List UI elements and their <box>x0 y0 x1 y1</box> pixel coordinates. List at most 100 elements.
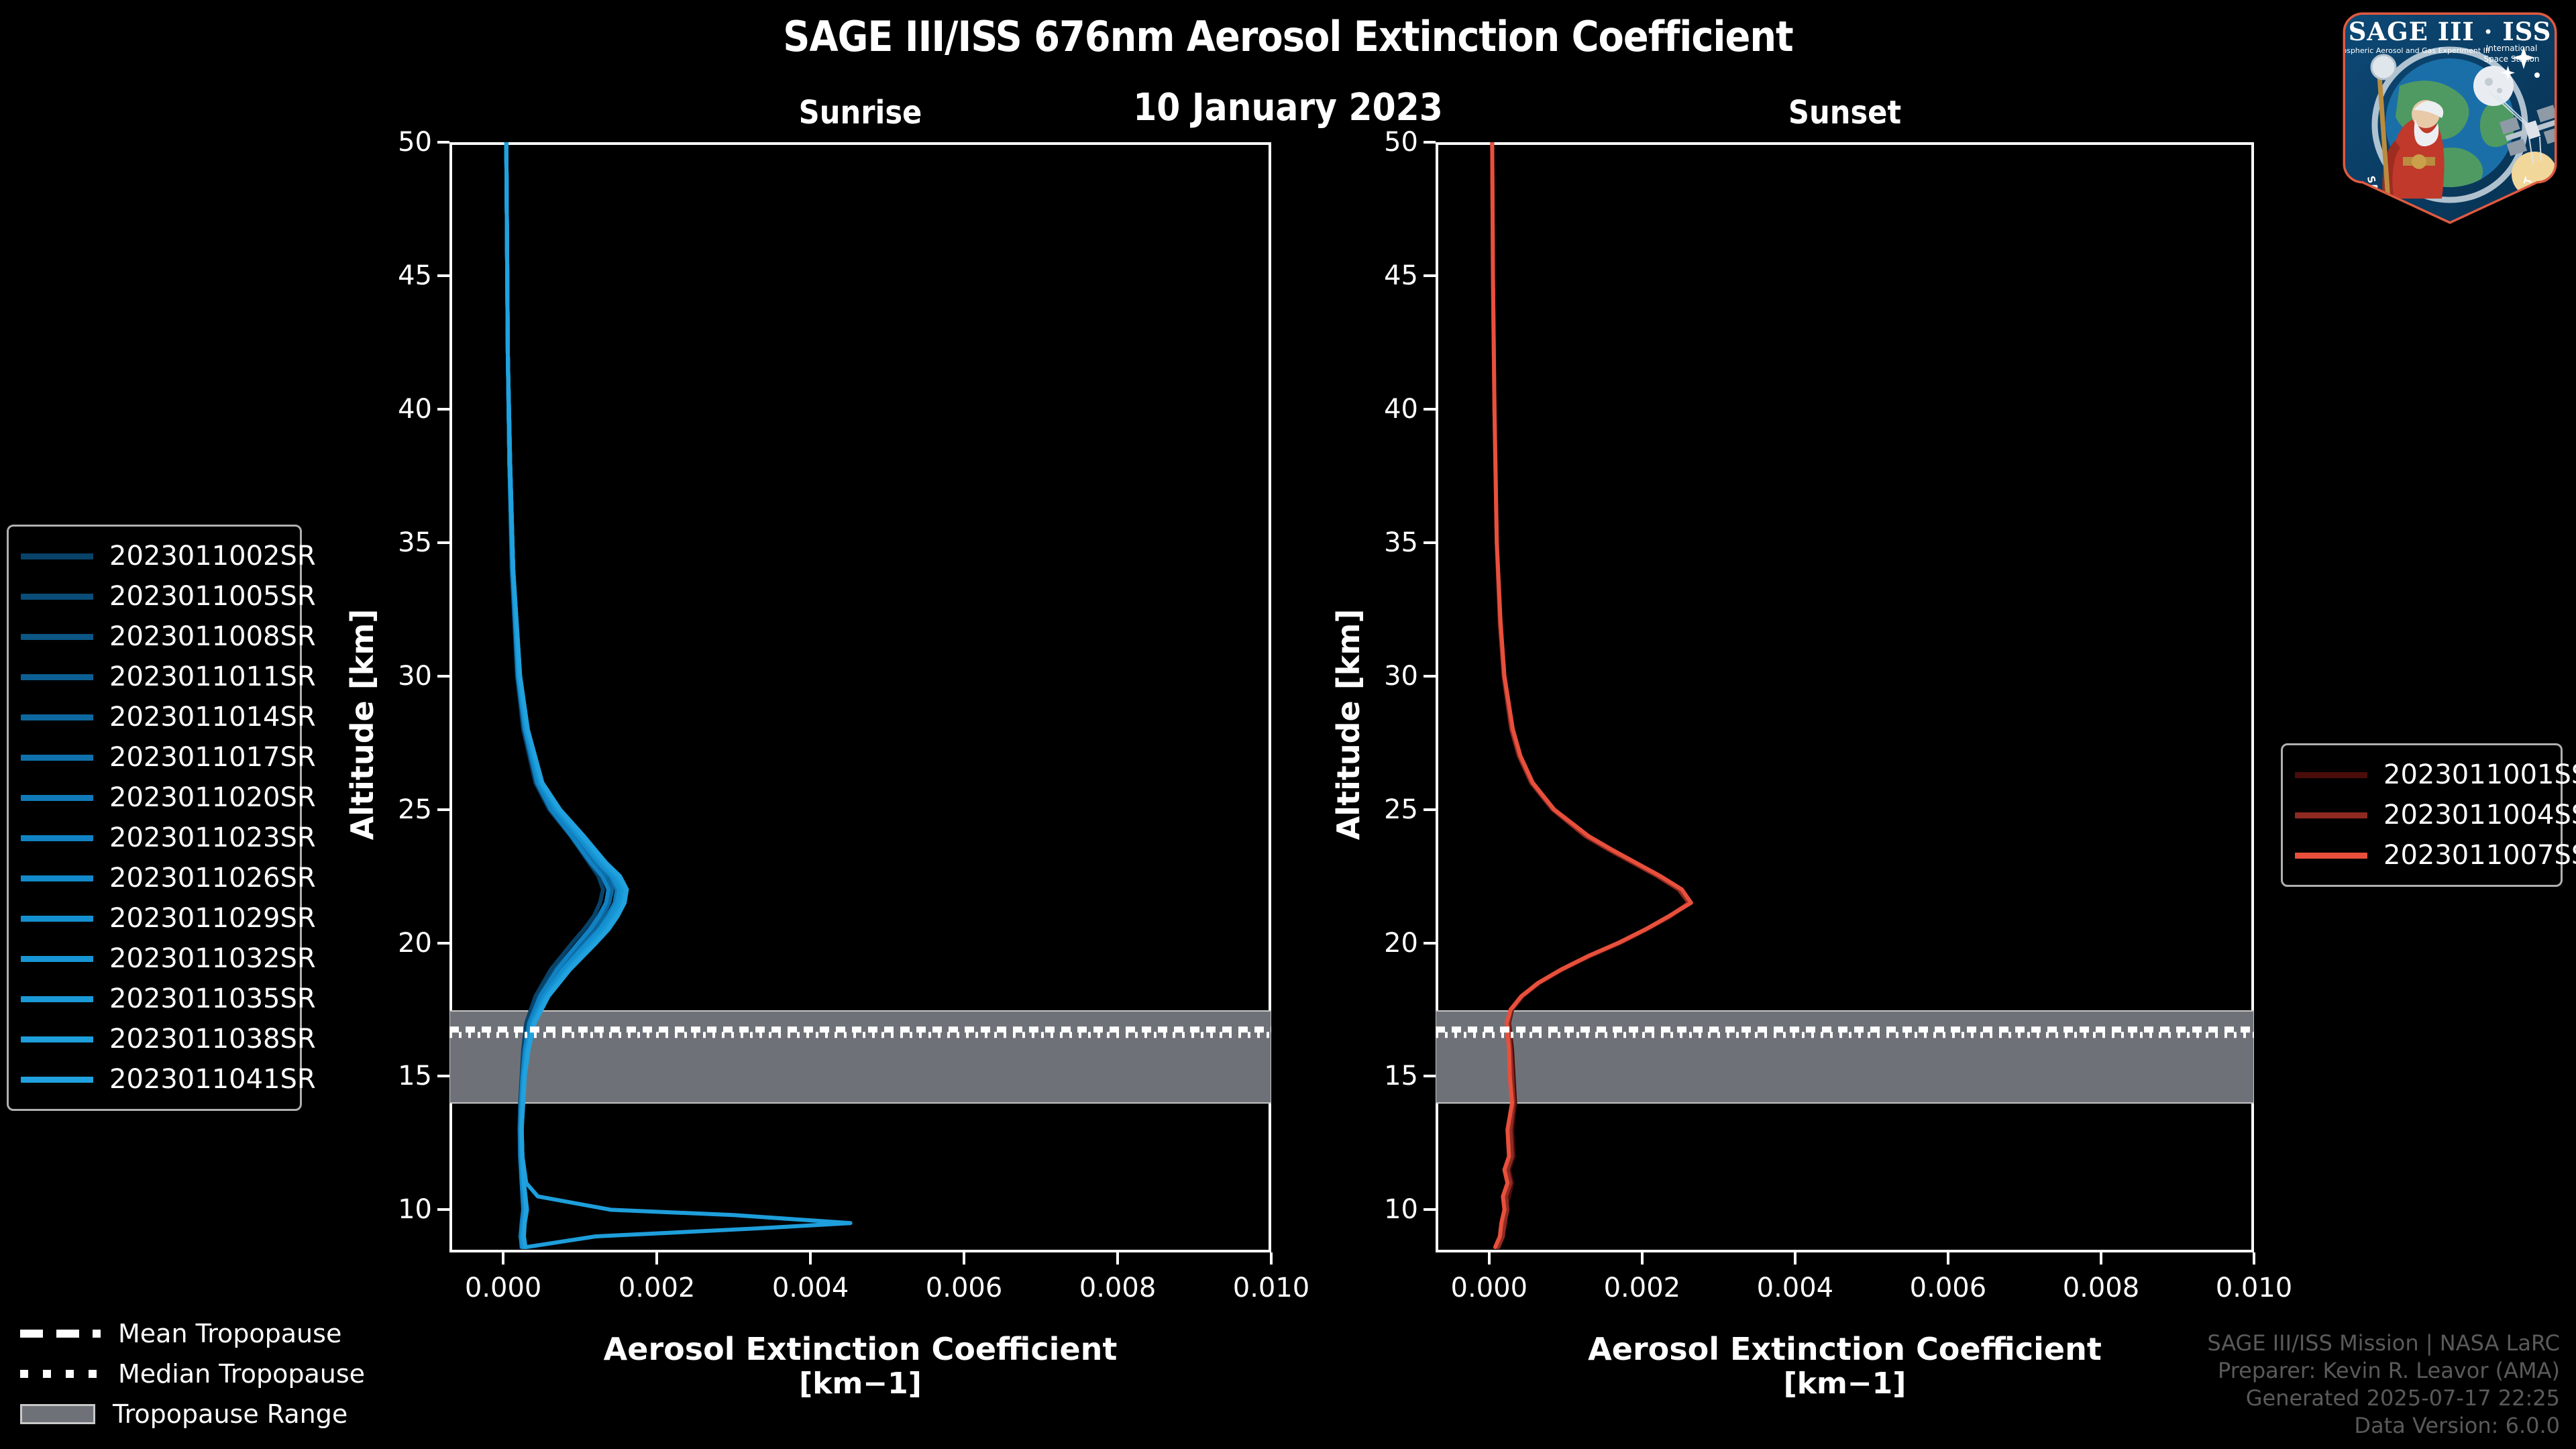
sunset-panel-title: Sunset <box>1788 94 1902 131</box>
tropopause-range-band <box>449 1010 1271 1104</box>
legend-color-swatch <box>21 794 93 801</box>
patch-title: SAGE III · ISS <box>2349 17 2552 46</box>
legend-color-swatch <box>21 593 93 600</box>
sunrise-y-axis-label: Altitude [km] <box>344 608 380 841</box>
sunrise-legend-item[interactable]: 2023011029SR <box>21 898 316 938</box>
sage-iii-iss-mission-patch-icon: BALL · NASA LANGLEY RESEARCH CENTER · TA… <box>2336 12 2557 224</box>
sunset-legend-item[interactable]: 2023011001SS <box>2295 755 2576 795</box>
y-tick-mark <box>1424 941 1436 945</box>
legend-item-label: 2023011011SR <box>109 661 316 692</box>
x-tick-mark <box>963 1252 966 1265</box>
y-tick-mark <box>1424 141 1436 144</box>
credits-line: Preparer: Kevin R. Leavor (AMA) <box>2217 1358 2560 1384</box>
x-tick-mark <box>1116 1252 1120 1265</box>
x-tick-label: 0.008 <box>1079 1273 1157 1303</box>
legend-color-swatch <box>2295 812 2367 818</box>
sunrise-legend-item[interactable]: 2023011002SR <box>21 536 316 576</box>
sunrise-legend-item[interactable]: 2023011041SR <box>21 1059 316 1099</box>
x-tick-label: 0.010 <box>1232 1273 1310 1303</box>
y-tick-mark <box>1424 674 1436 678</box>
sunset-plot-area: 10 15 20 25 30 35 40 45 50 0.000 0.002 0.004 0.006 0.… <box>1384 127 2292 1303</box>
legend-item-label: 2023011023SR <box>109 822 316 853</box>
x-tick-label: 0.004 <box>1756 1273 1834 1303</box>
sunrise-legend-item[interactable]: 2023011026SR <box>21 858 316 898</box>
legend-color-swatch <box>21 633 93 640</box>
sunrise-legend-item[interactable]: 2023011017SR <box>21 737 316 777</box>
y-tick-label: 35 <box>398 527 432 558</box>
sunrise-legend-item[interactable]: 2023011011SR <box>21 657 316 697</box>
tropopause-legend-item: Mean Tropopause <box>20 1313 365 1354</box>
date-subtitle: 10 January 2023 <box>1133 86 1443 129</box>
legend-color-swatch <box>21 714 93 720</box>
credits-line: Data Version: 6.0.0 <box>2354 1413 2560 1439</box>
y-tick-label: 25 <box>398 794 432 825</box>
y-tick-label: 15 <box>398 1061 432 1092</box>
sunrise-x-axis-unit: [km−1] <box>799 1366 922 1401</box>
tropopause-line-swatch <box>20 1325 101 1342</box>
sunrise-legend-item[interactable]: 2023011023SR <box>21 818 316 858</box>
y-tick-mark <box>437 941 449 945</box>
tropopause-legend-label: Mean Tropopause <box>118 1319 342 1348</box>
sunrise-legend-item[interactable]: 2023011032SR <box>21 938 316 979</box>
x-tick-label: 0.006 <box>1909 1273 1987 1303</box>
sunrise-x-axis-label: Aerosol Extinction Coefficient [km−1] <box>449 1332 1271 1401</box>
x-tick-mark <box>655 1252 659 1265</box>
y-tick-label: 15 <box>1384 1061 1418 1092</box>
y-tick-label: 20 <box>398 927 432 959</box>
legend-color-swatch <box>21 553 93 559</box>
y-tick-label: 25 <box>1384 794 1418 825</box>
sunrise-legend-item[interactable]: 2023011005SR <box>21 576 316 616</box>
y-tick-mark <box>1424 274 1436 277</box>
legend-item-label: 2023011014SR <box>109 702 316 733</box>
x-tick-mark <box>1270 1252 1273 1265</box>
sunrise-legend-item[interactable]: 2023011008SR <box>21 616 316 657</box>
legend-color-swatch <box>2295 771 2367 778</box>
sunrise-plot-area: 10 15 20 25 30 35 40 45 50 0.000 0.002 0.004 0.006 0.… <box>398 127 1309 1303</box>
sunrise-legend[interactable]: 2023011002SR 2023011005SR 2023011008SR 2023… <box>7 525 316 1111</box>
sunset-x-axis-label-text: Aerosol Extinction Coefficient <box>1588 1331 2102 1367</box>
legend-color-swatch <box>2295 852 2367 859</box>
x-tick-mark <box>1793 1252 1796 1265</box>
legend-item-label: 2023011008SR <box>109 621 316 652</box>
y-tick-mark <box>437 1208 449 1212</box>
profile-line <box>1492 142 1690 1247</box>
x-tick-mark <box>2253 1252 2255 1265</box>
legend-item-label: 2023011004SS <box>2383 800 2576 830</box>
y-tick-mark <box>1424 1075 1436 1078</box>
y-tick-label: 40 <box>398 393 432 425</box>
tropopause-legend-label: Tropopause Range <box>113 1399 348 1429</box>
sunset-legend-item[interactable]: 2023011004SS <box>2295 795 2576 835</box>
legend-color-swatch <box>21 996 93 1002</box>
sunrise-legend-item[interactable]: 2023011014SR <box>21 697 316 737</box>
sunrise-legend-item[interactable]: 2023011038SR <box>21 1019 316 1059</box>
sunset-x-axis-unit: [km−1] <box>1783 1366 1907 1401</box>
sunrise-legend-item[interactable]: 2023011035SR <box>21 979 316 1019</box>
y-tick-label: 10 <box>398 1194 432 1226</box>
x-tick-label: 0.004 <box>771 1273 849 1303</box>
patch-subtitle-right-2: Space Station <box>2483 54 2539 64</box>
x-tick-mark <box>2099 1252 2102 1265</box>
legend-item-label: 2023011002SR <box>109 541 316 572</box>
y-tick-mark <box>1424 1208 1436 1212</box>
legend-color-swatch <box>21 875 93 881</box>
y-tick-mark <box>1424 808 1436 811</box>
patch-subtitle-left: Stratospheric Aerosol and Gas Experiment… <box>2336 46 2489 55</box>
x-tick-label: 0.006 <box>925 1273 1003 1303</box>
profile-line <box>506 142 627 1247</box>
tropopause-legend-item: Median Tropopause <box>20 1354 365 1394</box>
dotted-line-swatch <box>20 1370 101 1378</box>
sunset-legend-item[interactable]: 2023011007SS <box>2295 835 2576 875</box>
legend-item-label: 2023011038SR <box>109 1024 316 1055</box>
legend-color-swatch <box>21 674 93 680</box>
y-tick-label: 30 <box>398 660 432 692</box>
legend-color-swatch <box>21 955 93 962</box>
y-tick-label: 50 <box>398 127 432 158</box>
legend-item-label: 2023011029SR <box>109 903 316 934</box>
sunrise-legend-item[interactable]: 2023011020SR <box>21 777 316 818</box>
y-tick-label: 45 <box>398 260 432 291</box>
x-tick-mark <box>502 1252 505 1265</box>
dashed-line-swatch <box>20 1330 101 1338</box>
y-tick-mark <box>437 274 449 277</box>
sunset-legend[interactable]: 2023011001SS 2023011004SS 2023011007SS <box>2281 743 2576 887</box>
